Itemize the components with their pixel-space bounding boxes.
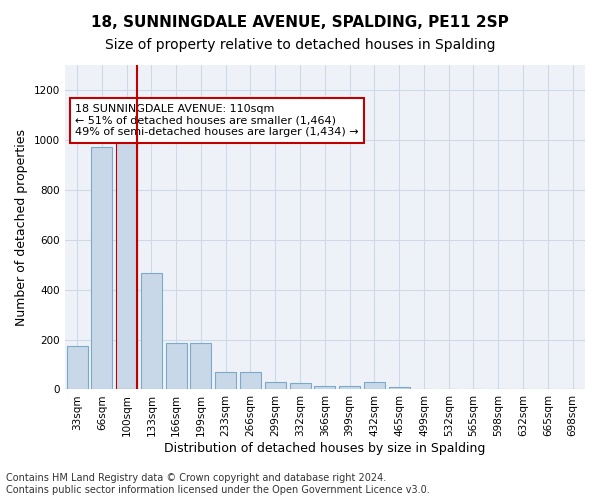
- Text: Contains HM Land Registry data © Crown copyright and database right 2024.
Contai: Contains HM Land Registry data © Crown c…: [6, 474, 430, 495]
- Bar: [290, 383, 311, 390]
- Text: Size of property relative to detached houses in Spalding: Size of property relative to detached ho…: [105, 38, 495, 52]
- Bar: [190, 344, 211, 390]
- Bar: [265, 382, 286, 390]
- Bar: [141, 274, 162, 390]
- Bar: [215, 372, 236, 390]
- Bar: [389, 387, 410, 390]
- Bar: [240, 372, 261, 390]
- Bar: [91, 148, 112, 390]
- Text: 18, SUNNINGDALE AVENUE, SPALDING, PE11 2SP: 18, SUNNINGDALE AVENUE, SPALDING, PE11 2…: [91, 15, 509, 30]
- Y-axis label: Number of detached properties: Number of detached properties: [15, 128, 28, 326]
- Text: 18 SUNNINGDALE AVENUE: 110sqm
← 51% of detached houses are smaller (1,464)
49% o: 18 SUNNINGDALE AVENUE: 110sqm ← 51% of d…: [75, 104, 359, 137]
- Bar: [166, 344, 187, 390]
- X-axis label: Distribution of detached houses by size in Spalding: Distribution of detached houses by size …: [164, 442, 485, 455]
- Bar: [364, 382, 385, 390]
- Bar: [67, 346, 88, 390]
- Bar: [116, 142, 137, 390]
- Bar: [314, 386, 335, 390]
- Bar: [339, 386, 360, 390]
